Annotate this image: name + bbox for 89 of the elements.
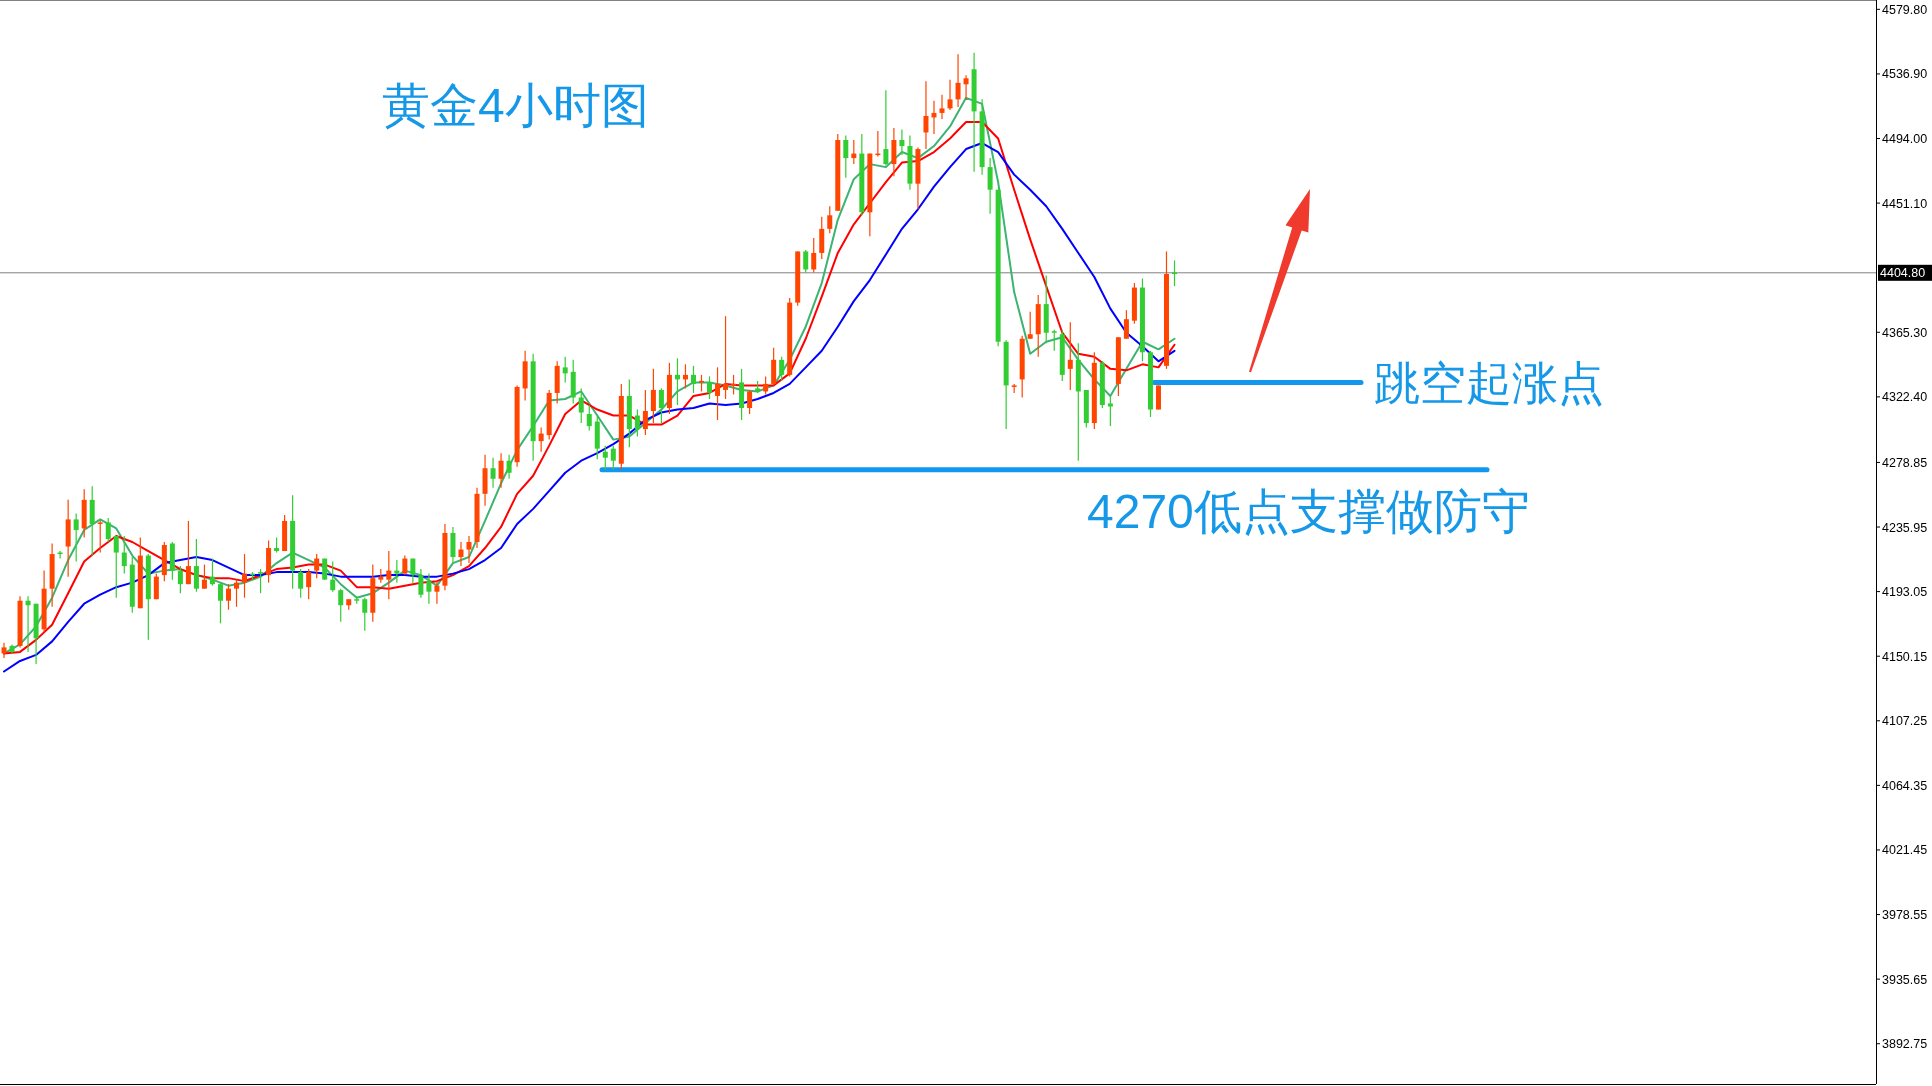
candlestick (314, 553, 320, 579)
candlestick (947, 79, 953, 111)
candlestick (707, 375, 713, 400)
candlestick (498, 452, 504, 489)
candlestick (338, 588, 344, 623)
candlestick (121, 535, 127, 575)
candlestick (386, 550, 392, 600)
candlestick (434, 580, 440, 605)
candlestick (747, 389, 753, 415)
candlestick (1123, 309, 1129, 340)
text: 黄金4小时图 (382, 79, 649, 132)
candlestick (506, 454, 512, 480)
candlestick (883, 89, 889, 167)
candlestick (562, 356, 568, 384)
candlestick (827, 205, 833, 234)
candlestick (402, 554, 408, 576)
candlestick (418, 568, 424, 599)
candlestick (899, 128, 905, 156)
candlestick (193, 538, 199, 593)
candlestick (586, 404, 592, 432)
candlestick (1027, 311, 1033, 340)
candlestick (201, 563, 207, 590)
candlestick (1067, 321, 1073, 391)
candlestick (426, 573, 432, 605)
candlestick (843, 134, 849, 179)
y-tick-label: 4365.30 (1882, 325, 1928, 340)
ref-line-label: 4404.80 (1880, 266, 1926, 281)
candlestick (538, 426, 544, 453)
candlestick (803, 249, 809, 274)
candlestick (177, 565, 183, 594)
candlestick (113, 535, 119, 599)
y-tick-label: 4579.80 (1882, 2, 1928, 17)
candlestick (105, 517, 111, 543)
candlestick (330, 560, 336, 593)
candlestick (763, 375, 769, 396)
y-tick-label: 4064.35 (1882, 778, 1928, 793)
candlestick (490, 457, 496, 489)
candlestick (217, 582, 223, 624)
y-tick-label: 3935.65 (1882, 972, 1928, 987)
candlestick (394, 559, 400, 584)
candlestick (939, 94, 945, 120)
candlestick (658, 387, 664, 424)
candlestick (811, 237, 817, 274)
candlestick (209, 557, 215, 587)
y-tick-label: 4322.40 (1882, 390, 1928, 405)
y-tick-label: 4107.25 (1882, 714, 1928, 729)
candlestick (779, 356, 785, 382)
candlestick (923, 80, 929, 150)
y-tick-label: 4451.10 (1882, 196, 1928, 211)
candlestick (690, 365, 696, 394)
candlestick (258, 568, 264, 594)
y-tick-label: 3892.75 (1882, 1037, 1928, 1052)
candlestick (1, 642, 7, 659)
y-tick-label: 3978.55 (1882, 908, 1928, 923)
candlestick (306, 568, 312, 600)
candlestick (298, 568, 304, 599)
candlestick (362, 597, 368, 632)
candlestick (578, 387, 584, 424)
candlestick (153, 573, 159, 600)
candlestick (987, 157, 993, 215)
candlestick (715, 366, 721, 421)
ref-line-label: 跳空起涨点 (1374, 357, 1604, 410)
candlestick (955, 53, 961, 108)
candlestick (234, 579, 239, 608)
candlestick (642, 389, 648, 436)
candlestick (458, 541, 464, 567)
candlestick (73, 512, 79, 563)
candlestick (602, 445, 608, 471)
y-tick-label: 4494.00 (1882, 132, 1928, 147)
candlestick (466, 535, 472, 564)
candlestick (610, 445, 616, 471)
y-tick-label: 4150.15 (1882, 649, 1928, 664)
ref-line-label: 4270低点支撑做防守 (1087, 484, 1530, 538)
candlestick (242, 553, 248, 599)
candlestick (410, 557, 416, 584)
candlestick (225, 583, 231, 611)
y-tick-label: 4235.95 (1882, 520, 1928, 535)
candlestick (650, 368, 656, 424)
candlestick (634, 408, 640, 438)
candlestick (963, 74, 969, 100)
y-tick-label: 4278.85 (1882, 455, 1928, 470)
y-tick-label: 4536.90 (1882, 67, 1928, 82)
candlestick (723, 315, 729, 400)
y-tick-label: 4193.05 (1882, 585, 1928, 600)
candlestick (97, 520, 103, 554)
candlestick (1107, 395, 1113, 427)
candlestick (185, 520, 191, 585)
candlestick (1051, 329, 1057, 352)
y-tick-label: 4021.45 (1882, 843, 1928, 858)
